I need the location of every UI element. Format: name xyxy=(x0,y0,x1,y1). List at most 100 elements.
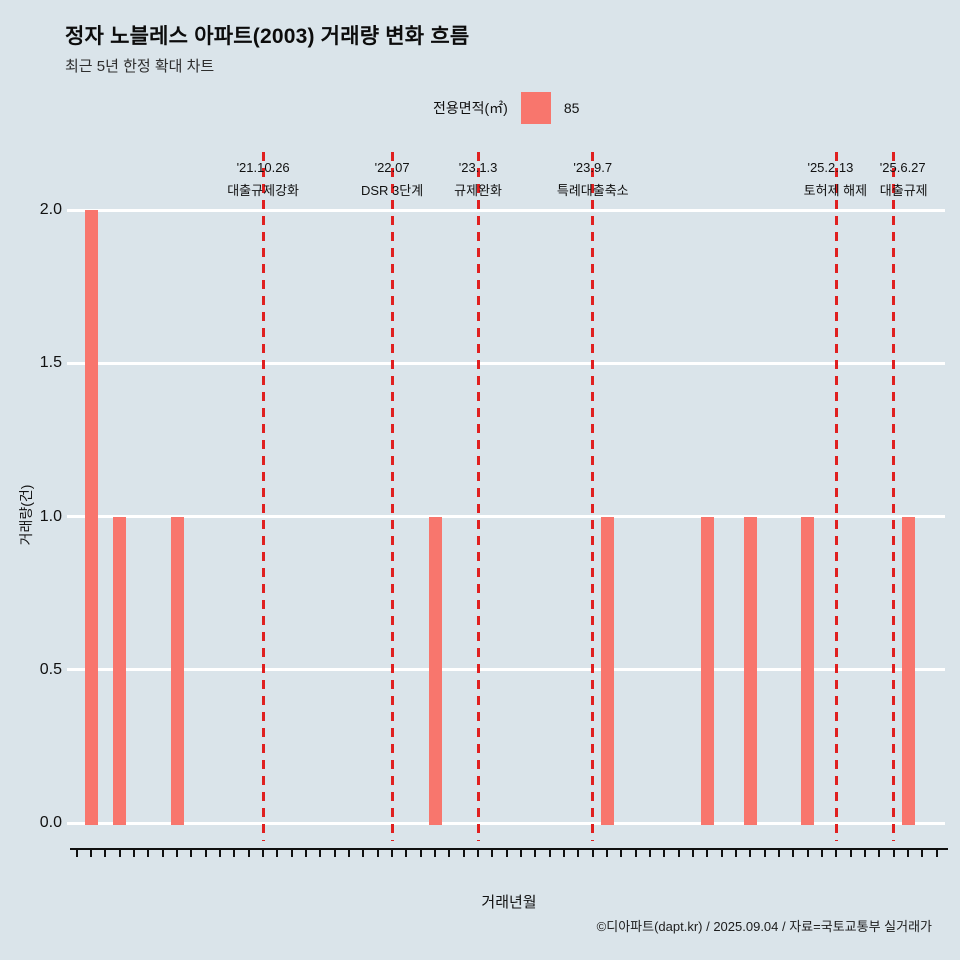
y-tick-label: 2.0 xyxy=(39,201,62,218)
x-tick xyxy=(677,850,680,857)
event-line xyxy=(476,152,480,841)
legend-value: 85 xyxy=(563,100,580,116)
y-tick xyxy=(67,208,82,212)
y-tick xyxy=(67,668,82,672)
x-tick xyxy=(104,850,107,857)
x-tick xyxy=(520,850,523,857)
x-tick xyxy=(577,850,580,857)
bar-202412 xyxy=(801,516,815,825)
y-tick xyxy=(67,821,82,825)
source-credit: ©디아파트(dapt.kr) / 2025.09.04 / 자료=국토교통부 실… xyxy=(596,919,932,934)
x-tick xyxy=(491,850,494,857)
x-tick xyxy=(806,850,809,857)
bar-202010 xyxy=(84,210,98,825)
event-line xyxy=(892,152,896,841)
x-tick xyxy=(878,850,881,857)
x-tick xyxy=(219,850,222,857)
x-tick xyxy=(534,850,537,857)
x-tick xyxy=(606,850,609,857)
x-tick xyxy=(147,850,150,857)
x-tick xyxy=(90,850,93,857)
gridline xyxy=(70,515,945,518)
x-tick xyxy=(792,850,795,857)
x-tick xyxy=(563,850,566,857)
x-tick xyxy=(763,850,766,857)
event-label: 대출규제 xyxy=(879,183,928,198)
x-tick xyxy=(448,850,451,857)
x-tick xyxy=(720,850,723,857)
x-tick xyxy=(548,850,551,857)
x-tick xyxy=(935,850,938,857)
bar-202310 xyxy=(600,516,614,825)
bar-202408 xyxy=(743,516,757,825)
event-label: 규제완화 xyxy=(454,183,503,198)
x-tick xyxy=(892,850,895,857)
x-tick xyxy=(419,850,422,857)
legend-label: 전용면적(㎡) xyxy=(433,100,508,116)
bar-202507 xyxy=(901,516,915,825)
x-tick xyxy=(907,850,910,857)
bar-202405 xyxy=(700,516,714,825)
x-tick xyxy=(706,850,709,857)
x-tick xyxy=(477,850,480,857)
x-tick xyxy=(118,850,121,857)
event-label: DSR 3단계 xyxy=(360,183,424,198)
y-tick-label: 0.0 xyxy=(39,814,62,831)
bar-202012 xyxy=(113,516,127,825)
event-line xyxy=(591,152,595,841)
legend: 전용면적(㎡) 85 xyxy=(433,91,579,125)
event-date: '25.6.27 xyxy=(879,160,926,175)
x-tick xyxy=(305,850,308,857)
x-tick xyxy=(921,850,924,857)
y-tick-label: 1.5 xyxy=(39,354,62,372)
event-label: 대출규제강화 xyxy=(227,183,299,198)
legend-swatch-icon xyxy=(520,92,551,124)
y-tick xyxy=(67,515,82,518)
event-line xyxy=(261,152,265,841)
page-subtitle: 최근 5년 한정 확대 차트 xyxy=(65,58,215,75)
event-date: '23.1.3 xyxy=(458,160,498,175)
gridline xyxy=(70,361,945,365)
x-tick xyxy=(620,850,623,857)
event-line xyxy=(834,152,838,841)
gridline xyxy=(70,668,945,672)
x-tick xyxy=(405,850,408,857)
x-tick xyxy=(835,850,838,857)
x-tick xyxy=(333,850,336,857)
event-date: '21.10.26 xyxy=(236,160,290,175)
x-tick xyxy=(505,850,508,857)
x-tick xyxy=(161,850,164,857)
event-date: '22.07 xyxy=(374,160,410,175)
x-tick xyxy=(290,850,293,857)
x-tick xyxy=(649,850,652,857)
x-tick xyxy=(634,850,637,857)
gridline xyxy=(70,821,945,825)
gridline xyxy=(70,208,945,212)
x-tick xyxy=(190,850,193,857)
y-tick-label: 0.5 xyxy=(39,660,62,678)
x-tick xyxy=(133,850,136,857)
x-tick xyxy=(319,850,322,857)
event-date: '23.9.7 xyxy=(573,160,613,175)
y-tick xyxy=(67,361,82,365)
y-tick-label: 1.0 xyxy=(39,507,62,525)
x-tick xyxy=(276,850,279,857)
x-tick xyxy=(176,850,179,857)
x-tick xyxy=(591,850,594,857)
x-tick xyxy=(692,850,695,857)
event-line xyxy=(390,152,394,841)
x-tick xyxy=(821,850,824,857)
x-axis-title: 거래년월 xyxy=(481,894,537,911)
x-axis-line xyxy=(70,848,948,850)
x-tick xyxy=(849,850,852,857)
x-tick xyxy=(391,850,394,857)
x-tick xyxy=(362,850,365,857)
x-tick xyxy=(864,850,867,857)
y-axis-title: 거래량(건) xyxy=(18,484,34,546)
x-tick xyxy=(462,850,465,857)
bar-202210 xyxy=(428,516,442,825)
event-label: 토허제 해제 xyxy=(803,183,868,198)
x-tick xyxy=(204,850,207,857)
x-tick xyxy=(247,850,250,857)
